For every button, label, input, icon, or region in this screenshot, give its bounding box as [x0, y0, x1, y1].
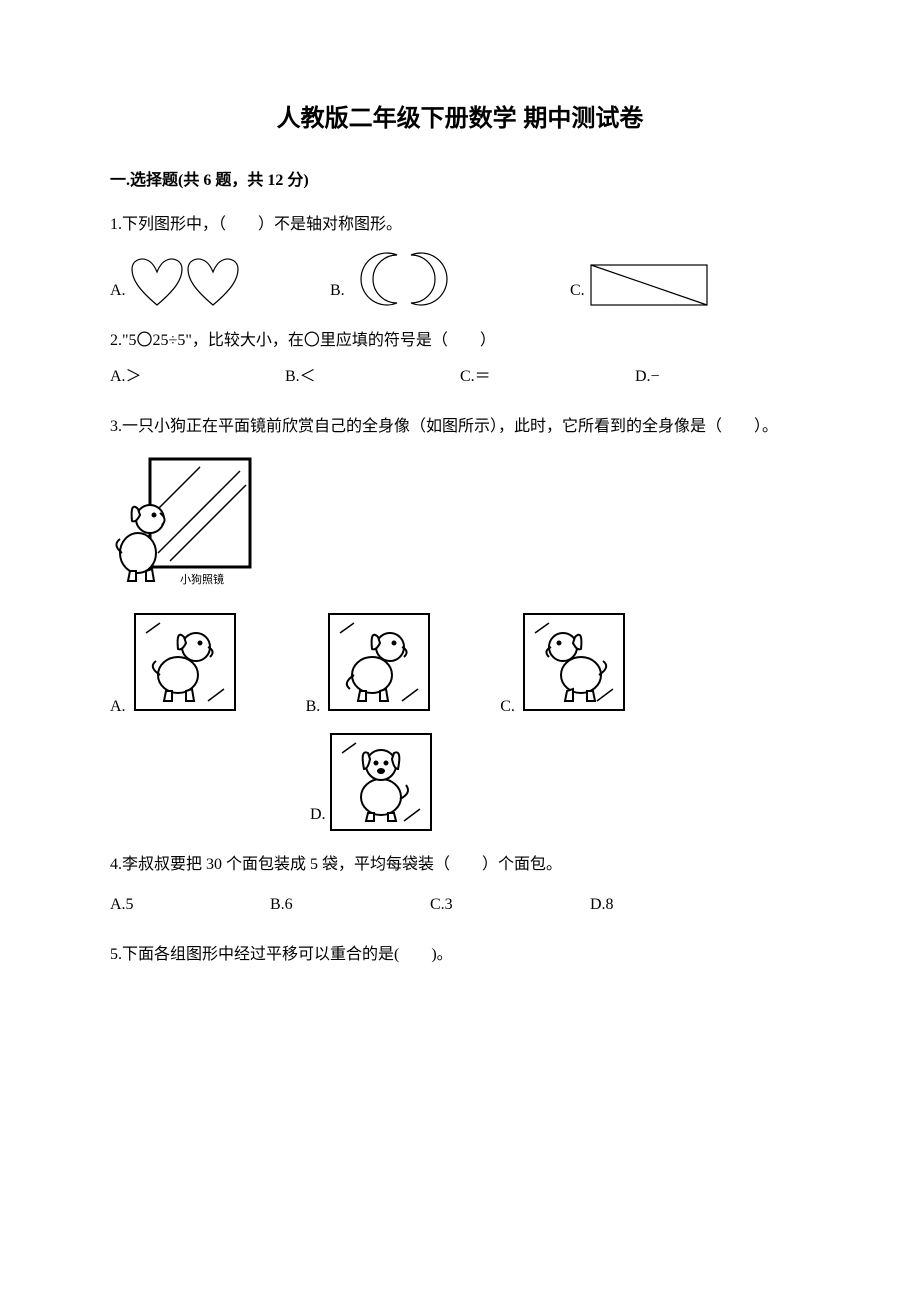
q3-opt-d-figure	[330, 733, 432, 831]
q1-opt-b-label: B.	[330, 275, 345, 307]
q2-text: 2."5〇25÷5"，比较大小，在〇里应填的符号是（ ）	[110, 325, 810, 357]
q3-opt-a-label: A.	[110, 698, 126, 715]
q4-opt-a: A.5	[110, 889, 270, 921]
question-2: 2."5〇25÷5"，比较大小，在〇里应填的符号是（ ） A.＞ B.＜ C.＝…	[110, 325, 810, 393]
q3-opt-c-label: C.	[500, 698, 515, 715]
q4-opt-c: C.3	[430, 889, 590, 921]
dog-facing-left-icon	[529, 619, 619, 705]
q4-opt-b: B.6	[270, 889, 430, 921]
question-3: 3.一只小狗正在平面镜前欣赏自己的全身像（如图所示），此时，它所看到的全身像是（…	[110, 411, 810, 831]
q3-opt-b-label: B.	[306, 698, 321, 715]
q3-opt-c-figure	[523, 613, 625, 711]
q2-opt-b: B.＜	[285, 361, 460, 393]
q3-opt-a-figure	[134, 613, 236, 711]
q3-opt-d-label: D.	[310, 799, 326, 831]
q4-opt-d: D.8	[590, 889, 750, 921]
hearts-icon	[130, 257, 240, 307]
moons-icon	[349, 251, 459, 307]
q2-opt-d: D.−	[635, 361, 810, 393]
dog-mirror-illustration: 小狗照镜	[110, 453, 260, 593]
dog-mirror-caption: 小狗照镜	[180, 572, 224, 586]
q3-opt-b-figure	[328, 613, 430, 711]
q2-opt-c: C.＝	[460, 361, 635, 393]
dog-facing-right-alt-icon	[334, 619, 424, 705]
rect-diagonal-icon	[589, 263, 709, 307]
q4-text: 4.李叔叔要把 30 个面包装成 5 袋，平均每袋装（ ）个面包。	[110, 849, 810, 881]
section-1-header: 一.选择题(共 6 题，共 12 分)	[110, 168, 810, 194]
dog-facing-front-icon	[336, 739, 426, 825]
dog-facing-right-icon	[140, 619, 230, 705]
q1-opt-c-label: C.	[570, 275, 585, 307]
q2-opt-a: A.＞	[110, 361, 285, 393]
q1-opt-a-label: A.	[110, 275, 126, 307]
question-1: 1.下列图形中，（ ）不是轴对称图形。 A. B. C.	[110, 209, 810, 307]
q5-text: 5.下面各组图形中经过平移可以重合的是( )。	[110, 939, 810, 971]
question-4: 4.李叔叔要把 30 个面包装成 5 袋，平均每袋装（ ）个面包。 A.5 B.…	[110, 849, 810, 921]
question-5: 5.下面各组图形中经过平移可以重合的是( )。	[110, 939, 810, 971]
q1-text: 1.下列图形中，（ ）不是轴对称图形。	[110, 209, 810, 241]
q3-text: 3.一只小狗正在平面镜前欣赏自己的全身像（如图所示），此时，它所看到的全身像是（…	[110, 411, 810, 443]
page-title: 人教版二年级下册数学 期中测试卷	[110, 100, 810, 138]
